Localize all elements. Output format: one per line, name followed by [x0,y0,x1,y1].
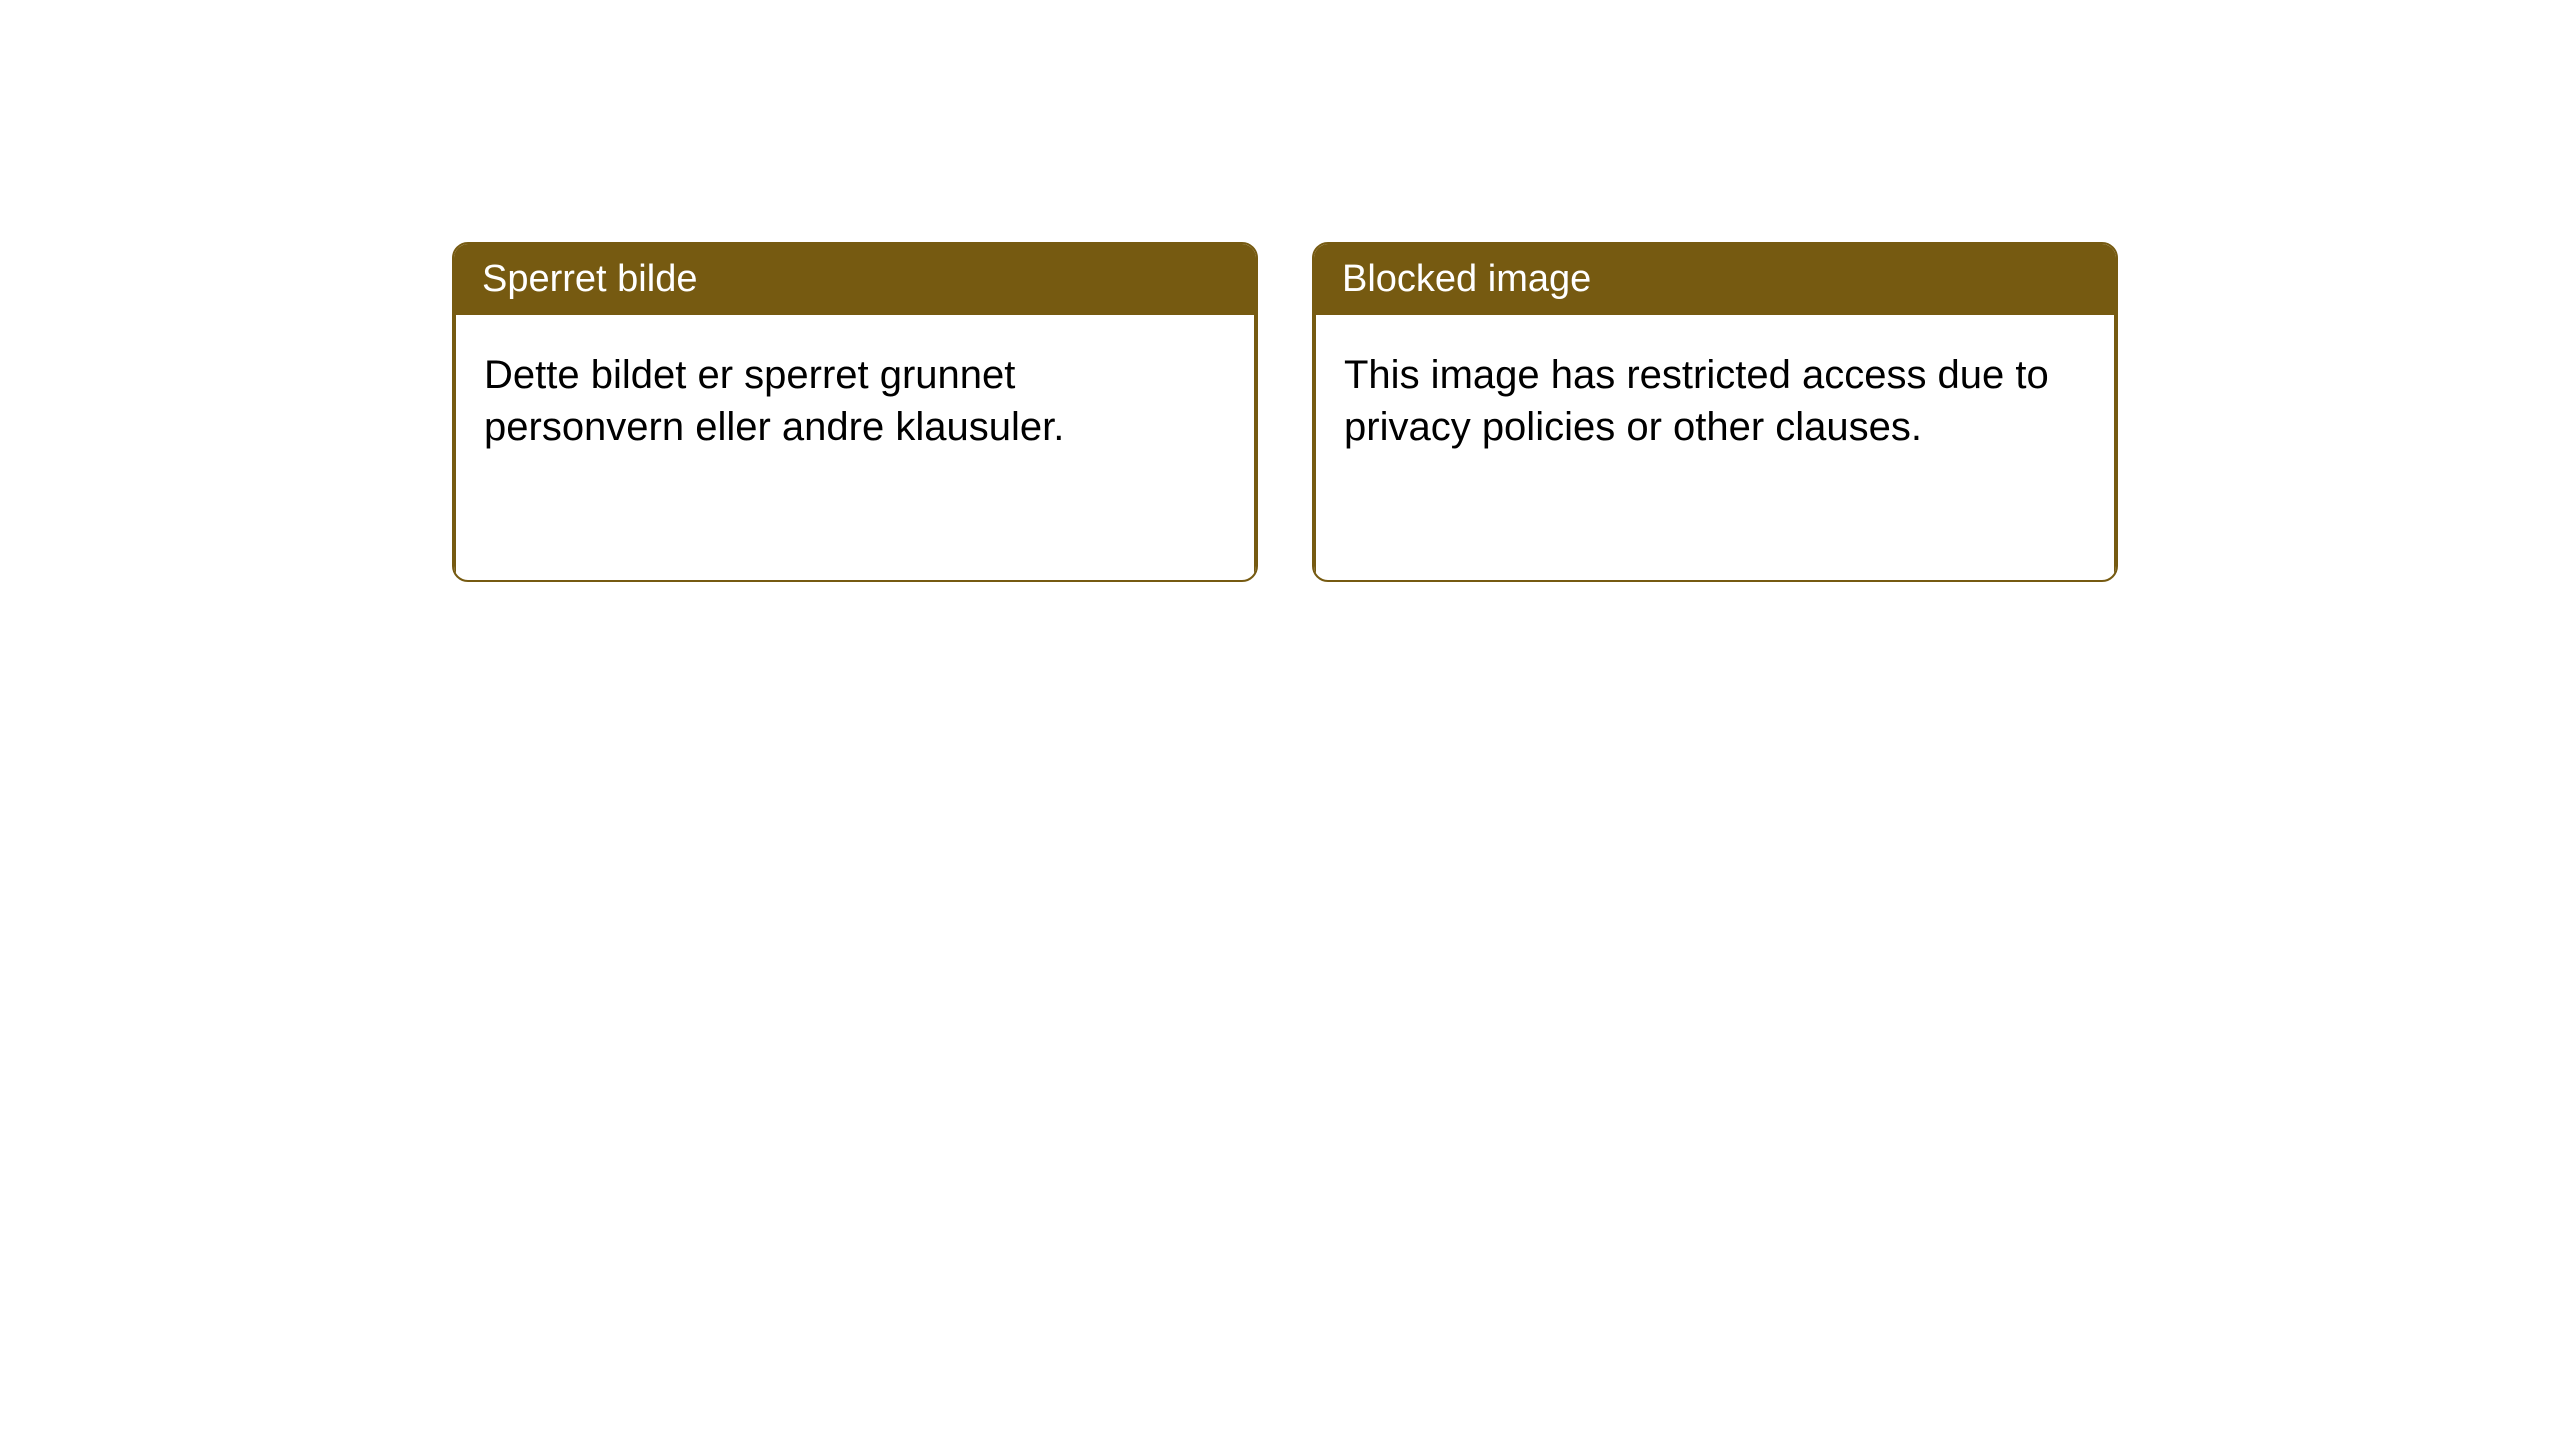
blocked-image-card-en: Blocked image This image has restricted … [1312,242,2118,582]
card-title-no: Sperret bilde [454,244,1256,315]
card-body-no: Dette bildet er sperret grunnet personve… [454,315,1256,582]
cards-container: Sperret bilde Dette bildet er sperret gr… [452,242,2118,582]
blocked-image-card-no: Sperret bilde Dette bildet er sperret gr… [452,242,1258,582]
card-body-en: This image has restricted access due to … [1314,315,2116,582]
card-title-en: Blocked image [1314,244,2116,315]
